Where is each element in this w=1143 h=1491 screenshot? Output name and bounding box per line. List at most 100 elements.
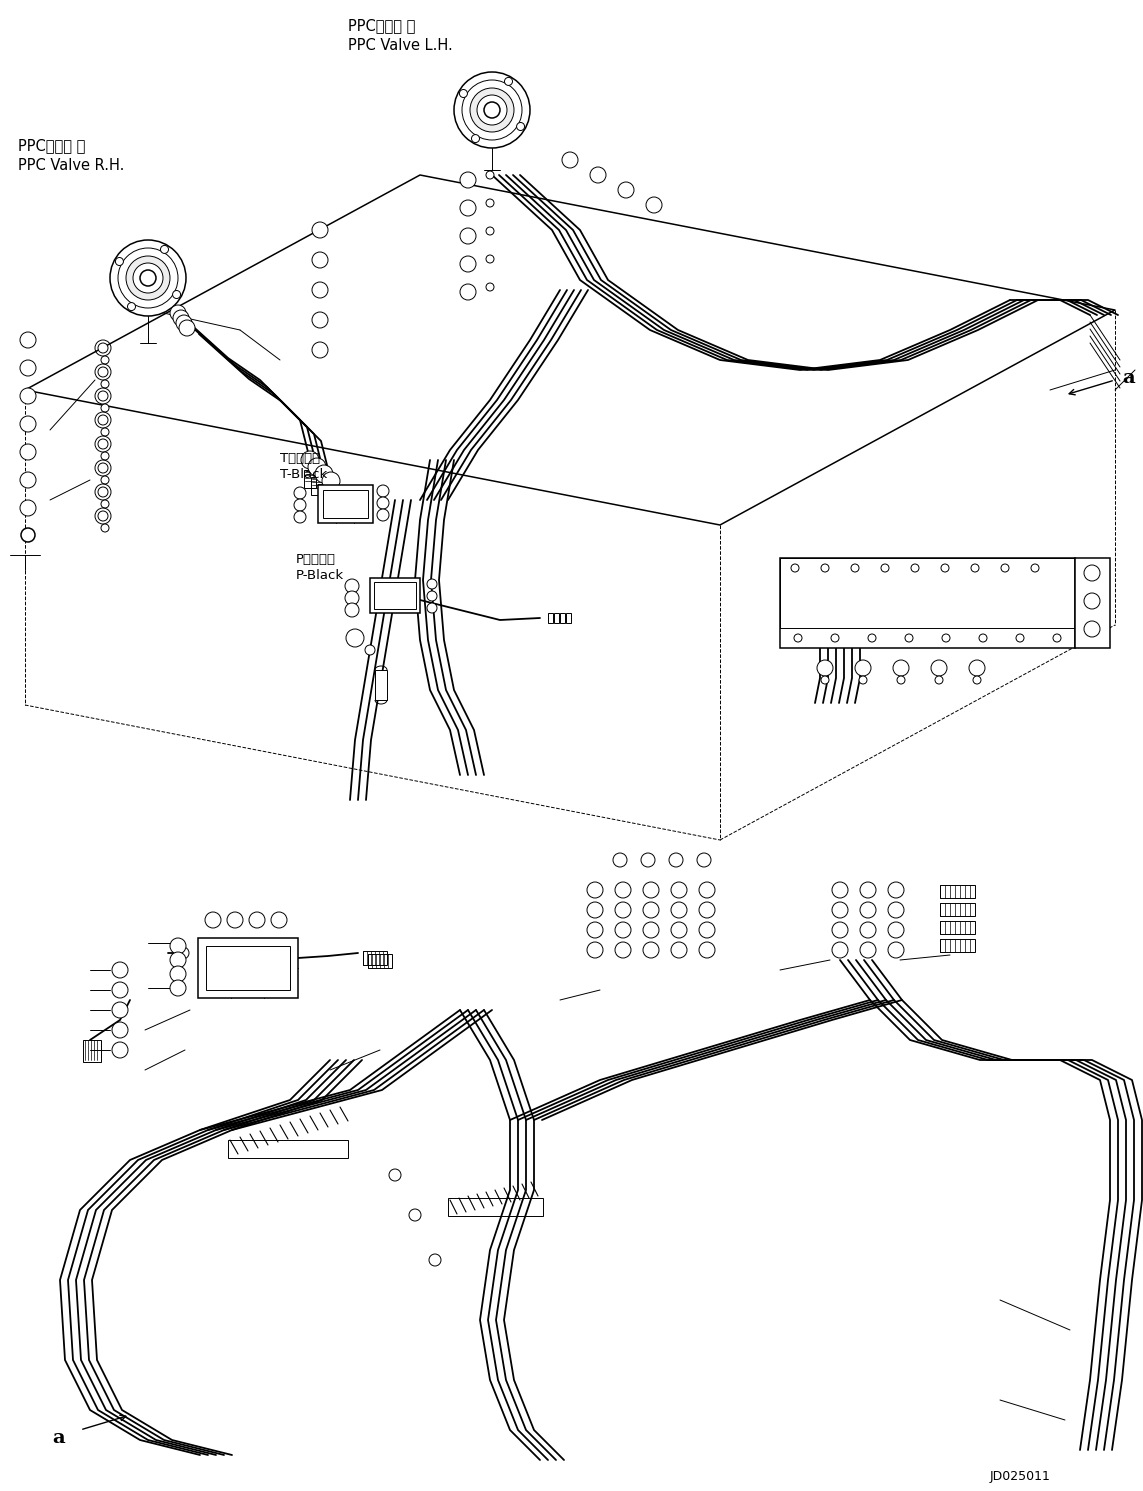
Circle shape — [674, 924, 684, 935]
Circle shape — [858, 663, 868, 672]
Circle shape — [19, 359, 35, 376]
Circle shape — [427, 579, 437, 589]
Circle shape — [616, 856, 624, 863]
Circle shape — [821, 564, 829, 573]
Circle shape — [322, 473, 339, 491]
Circle shape — [671, 942, 687, 959]
Circle shape — [644, 883, 660, 898]
Circle shape — [133, 262, 163, 294]
Circle shape — [671, 883, 687, 898]
Circle shape — [852, 564, 860, 573]
Circle shape — [832, 883, 848, 898]
Circle shape — [934, 663, 944, 672]
Circle shape — [379, 511, 387, 519]
Circle shape — [1031, 564, 1039, 573]
Circle shape — [935, 675, 943, 684]
Circle shape — [208, 915, 218, 924]
Circle shape — [463, 286, 473, 297]
Circle shape — [312, 282, 328, 298]
Circle shape — [794, 634, 802, 643]
Circle shape — [139, 270, 155, 286]
Text: PPCバルブ 左: PPCバルブ 左 — [347, 18, 415, 33]
Bar — [323, 491, 368, 517]
Circle shape — [173, 310, 189, 327]
Circle shape — [646, 905, 656, 915]
Circle shape — [23, 502, 33, 513]
Circle shape — [621, 185, 631, 195]
Circle shape — [160, 246, 168, 253]
Circle shape — [19, 416, 35, 432]
Circle shape — [702, 905, 712, 915]
Circle shape — [112, 1042, 128, 1059]
Circle shape — [472, 134, 480, 143]
Circle shape — [888, 883, 904, 898]
Circle shape — [1001, 564, 1009, 573]
Circle shape — [98, 343, 107, 353]
Circle shape — [1084, 565, 1100, 581]
Circle shape — [170, 966, 186, 983]
Circle shape — [409, 1209, 421, 1221]
Circle shape — [1087, 568, 1097, 579]
Circle shape — [389, 1169, 401, 1181]
Circle shape — [115, 1024, 125, 1035]
Circle shape — [98, 391, 107, 401]
Circle shape — [671, 921, 687, 938]
Circle shape — [860, 942, 876, 959]
Circle shape — [463, 231, 473, 242]
Circle shape — [101, 476, 109, 485]
Circle shape — [821, 675, 829, 684]
Circle shape — [98, 438, 107, 449]
Circle shape — [427, 590, 437, 601]
Circle shape — [972, 564, 980, 573]
Circle shape — [379, 499, 387, 507]
Circle shape — [593, 170, 604, 180]
Circle shape — [700, 856, 708, 863]
Circle shape — [615, 883, 631, 898]
Circle shape — [832, 921, 848, 938]
Circle shape — [101, 523, 109, 532]
Circle shape — [618, 924, 628, 935]
Bar — [318, 485, 373, 523]
Circle shape — [170, 938, 186, 954]
Circle shape — [315, 255, 325, 265]
Circle shape — [173, 983, 183, 993]
Circle shape — [641, 853, 655, 866]
Circle shape — [892, 905, 901, 915]
Circle shape — [700, 883, 716, 898]
Circle shape — [969, 661, 985, 675]
Circle shape — [294, 499, 306, 511]
Circle shape — [347, 581, 357, 590]
Circle shape — [565, 155, 575, 166]
Circle shape — [19, 473, 35, 488]
Circle shape — [892, 886, 901, 895]
Circle shape — [377, 497, 389, 508]
Circle shape — [836, 945, 845, 956]
Circle shape — [905, 634, 913, 643]
Circle shape — [315, 315, 325, 325]
Text: PPC Valve L.H.: PPC Valve L.H. — [347, 37, 453, 54]
Circle shape — [101, 404, 109, 412]
Circle shape — [888, 942, 904, 959]
Circle shape — [112, 1002, 128, 1018]
Circle shape — [101, 356, 109, 364]
Circle shape — [294, 488, 306, 499]
Circle shape — [820, 663, 830, 672]
Circle shape — [836, 886, 845, 895]
Text: PPCバルブ 右: PPCバルブ 右 — [18, 139, 86, 154]
Circle shape — [459, 89, 467, 97]
Bar — [547, 613, 553, 623]
Circle shape — [463, 174, 473, 185]
Circle shape — [177, 947, 189, 959]
Circle shape — [459, 228, 475, 245]
Circle shape — [671, 902, 687, 918]
Circle shape — [315, 225, 325, 236]
Circle shape — [318, 468, 330, 480]
Circle shape — [274, 915, 283, 924]
Circle shape — [1084, 593, 1100, 608]
Circle shape — [911, 564, 919, 573]
Circle shape — [304, 453, 315, 467]
Circle shape — [888, 902, 904, 918]
Circle shape — [19, 332, 35, 347]
Bar — [368, 954, 392, 968]
Circle shape — [836, 924, 845, 935]
